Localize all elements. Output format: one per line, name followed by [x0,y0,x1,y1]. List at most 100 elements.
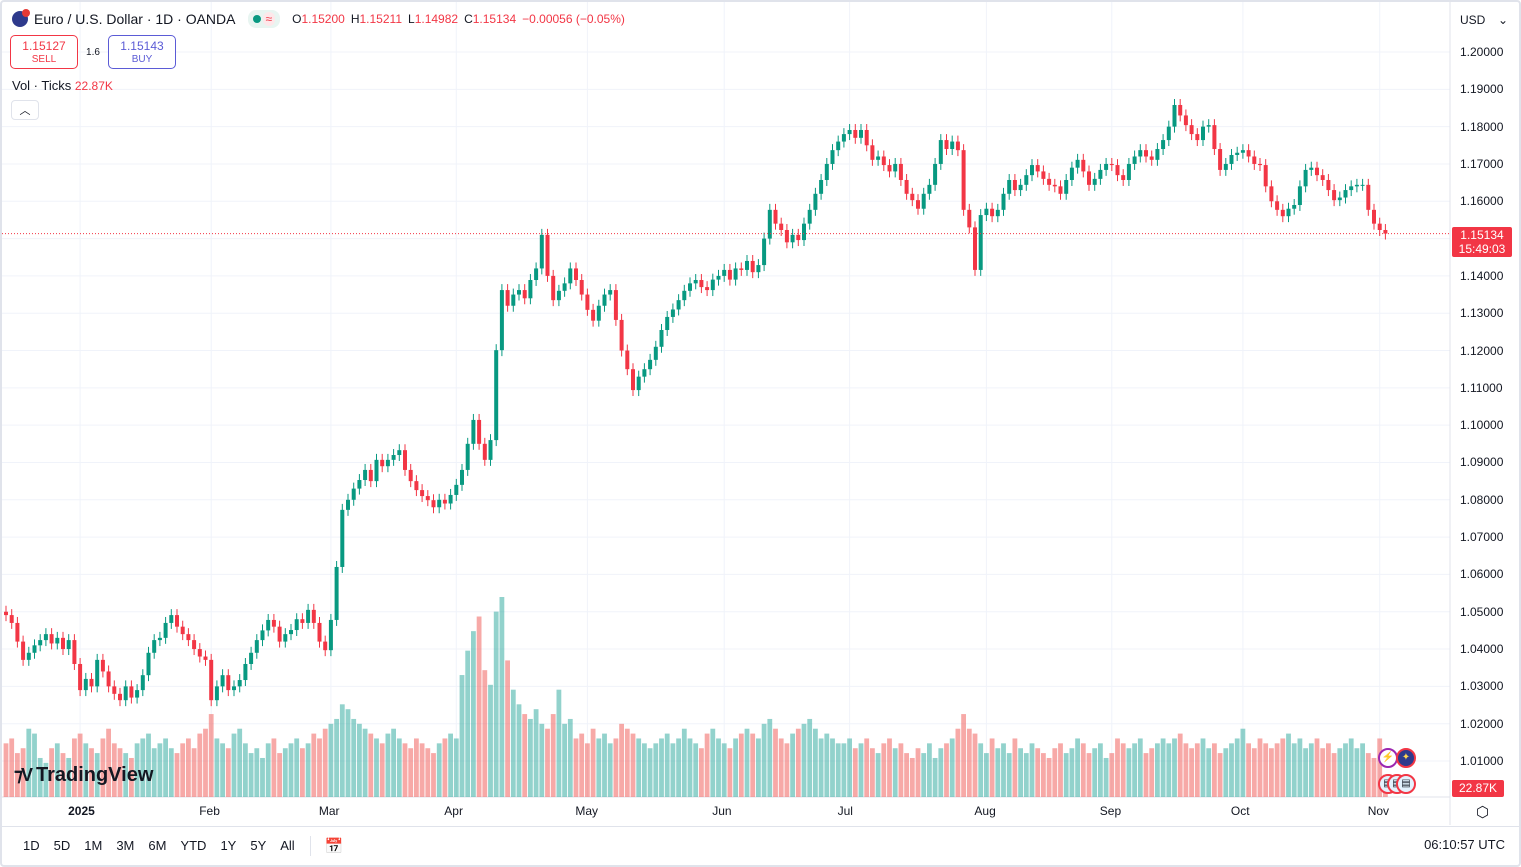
range-1m[interactable]: 1M [84,838,103,853]
candle-body [1280,209,1285,217]
symbol-title[interactable]: Euro / U.S. Dollar · 1D · OANDA [34,11,236,27]
candle-body [283,634,288,642]
range-all[interactable]: All [280,838,295,853]
volume-bar [1035,748,1041,797]
candle-body [1320,175,1325,180]
candle-body [100,659,105,672]
candle-body [642,369,647,377]
volume-bar [146,733,151,797]
volume-bar [813,728,818,797]
eu-flag-event-icon[interactable]: ✦ [1396,748,1416,768]
range-5y[interactable]: 5Y [250,838,267,853]
market-status[interactable]: ≈ [247,10,281,28]
clock[interactable]: 06:10:57 UTC [1424,837,1505,852]
range-1y[interactable]: 1Y [220,838,237,853]
candle-body [830,150,835,164]
volume-bar [1194,743,1200,797]
candle-body [881,156,886,166]
volume-bar [465,650,471,797]
candle-body [876,156,881,160]
volume-bar [1012,738,1018,797]
candle-body [670,309,675,317]
lightning-event-icon[interactable]: ⚡ [1378,748,1398,768]
time-tick: Aug [974,804,996,818]
candle-body [545,234,550,276]
candle-body [1349,186,1354,191]
candle-body [699,280,704,288]
price-tick: 1.13000 [1460,306,1504,321]
volume-bar [1046,757,1052,797]
candle-body [762,238,767,266]
range-3m[interactable]: 3M [116,838,135,853]
chart-settings-icon[interactable]: ⬡ [1476,804,1490,821]
candle-body [237,680,242,687]
volume-bar [533,709,539,797]
candle-body [15,622,20,642]
volume-bar [807,718,813,797]
candle-body [870,145,875,160]
volume-bar [579,733,585,797]
volume-bar [368,733,374,797]
candle-body [403,450,407,470]
candle-body [192,640,197,650]
candle-body [955,141,960,151]
candle-body [1030,165,1034,176]
candle-body [1138,150,1143,157]
candle-body [374,459,379,482]
candle-body [1235,152,1240,155]
price-tick: 1.09000 [1460,455,1504,470]
candle-body [66,640,71,650]
volume-bar [129,757,134,797]
go-to-date-calendar-icon[interactable]: 📅 [324,837,344,855]
currency-select[interactable]: USD ⌄ [1454,9,1514,31]
candle-body [471,419,476,444]
range-ytd[interactable]: YTD [180,838,207,853]
tradingview-logo[interactable]: ⁊V TradingView [14,764,153,787]
volume-bar [317,738,322,797]
candle-body [43,634,48,641]
candle-body [1252,156,1257,164]
candle-body [180,626,185,635]
volume-bar [1075,738,1080,797]
range-5d[interactable]: 5D [53,838,71,853]
candle-body [1383,229,1388,234]
candle-body [688,283,692,291]
candle-body [1315,167,1319,176]
price-tick: 1.12000 [1460,343,1504,358]
candle-body [636,376,641,391]
volume-bar [1132,743,1137,797]
volume-bar [1257,738,1263,797]
candle-body [163,622,168,638]
candle-body [522,290,527,299]
us-flag-event-icon[interactable]: ▤ [1396,774,1416,794]
candle-body [1166,126,1171,141]
volume-bar [1269,748,1274,797]
collapse-legend-button[interactable]: ︿ [11,100,39,120]
volume-bar [516,704,522,797]
candle-body [397,450,402,456]
range-6m[interactable]: 6M [148,838,167,853]
volume-bar [43,762,49,797]
buy-button[interactable]: 1.15143 BUY [108,35,176,69]
candle-body [648,359,653,370]
candle-body [733,268,738,280]
volume-bar [1331,753,1337,797]
candle-body [1263,165,1268,187]
volume-bar [1354,748,1360,797]
candle-body [784,229,789,243]
volume-bar [493,611,499,797]
chevron-up-icon: ︿ [19,105,31,117]
volume-label[interactable]: Vol · Ticks [12,78,72,93]
sell-button[interactable]: 1.15127 SELL [10,35,78,69]
candle-body [602,294,607,306]
candle-body [745,260,749,270]
volume-bar [1212,743,1217,797]
candle-body [1058,186,1063,194]
spread-value: 1.6 [86,46,100,58]
ohlc-value: 1.15134 [472,12,517,26]
volume-bar [106,728,111,797]
volume-bar [37,757,43,797]
volume-bar [801,723,807,797]
range-1d[interactable]: 1D [23,838,40,853]
